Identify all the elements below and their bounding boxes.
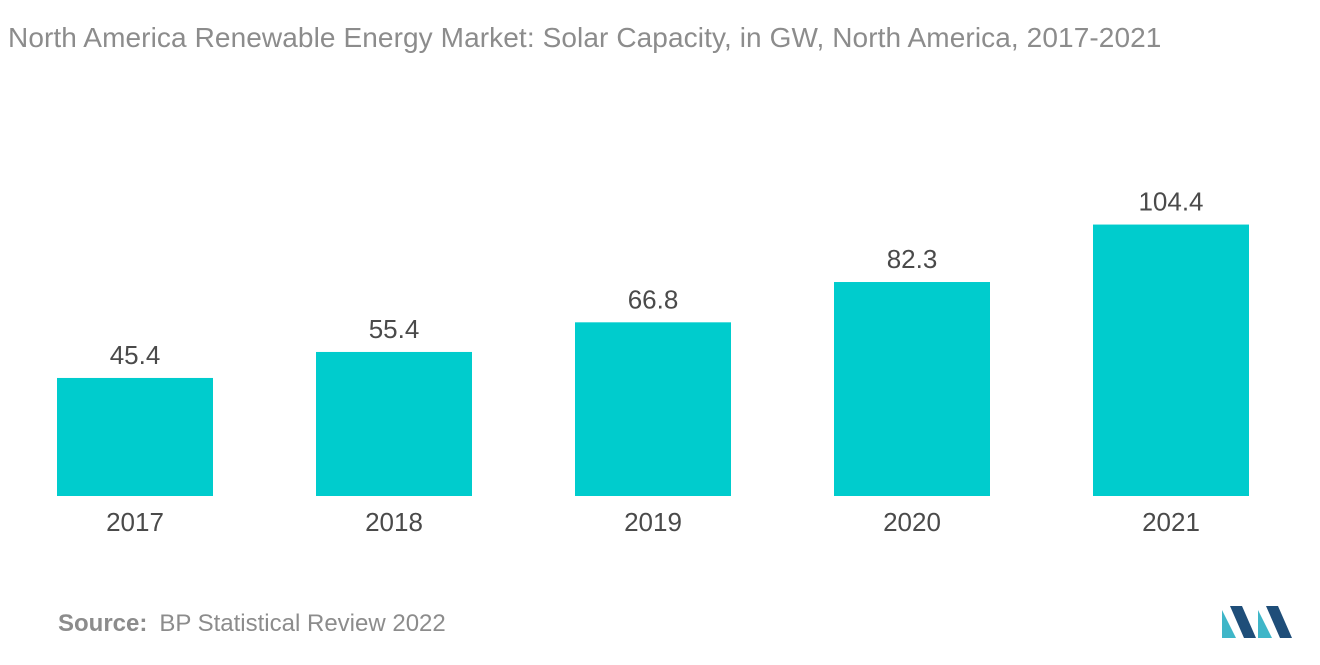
bar-2017 — [57, 377, 213, 496]
bar-2020 — [834, 282, 990, 496]
bar-2019 — [575, 322, 731, 496]
source-note: Source: BP Statistical Review 2022 — [58, 610, 446, 638]
x-tick-label-2017: 2017 — [106, 507, 164, 537]
source-label: Source: — [58, 610, 148, 637]
logo-shape-right-b — [1266, 606, 1292, 638]
bar-chart: 45.4 2017 55.4 2018 66.8 2019 82.3 2020 104.4 202… — [57, 187, 1249, 537]
logo-shape-right-a — [1258, 610, 1272, 638]
source-text: BP Statistical Review 2022 — [159, 610, 446, 637]
bar-2018 — [316, 351, 472, 496]
value-label-2017: 45.4 — [110, 340, 161, 370]
x-tick-label-2019: 2019 — [624, 507, 682, 537]
x-tick-label-2021: 2021 — [1142, 507, 1200, 537]
value-label-2019: 66.8 — [628, 284, 679, 314]
value-label-2020: 82.3 — [887, 244, 938, 274]
chart-title: North America Renewable Energy Market: S… — [8, 22, 1162, 53]
logo-shape-left — [1222, 610, 1236, 638]
x-tick-label-2018: 2018 — [365, 507, 423, 537]
bar-2021 — [1093, 224, 1249, 496]
value-label-2018: 55.4 — [369, 314, 420, 344]
logo-shape-mid — [1230, 606, 1256, 638]
value-label-2021: 104.4 — [1138, 187, 1203, 217]
x-tick-label-2020: 2020 — [883, 507, 941, 537]
company-logo-icon — [1222, 606, 1292, 638]
